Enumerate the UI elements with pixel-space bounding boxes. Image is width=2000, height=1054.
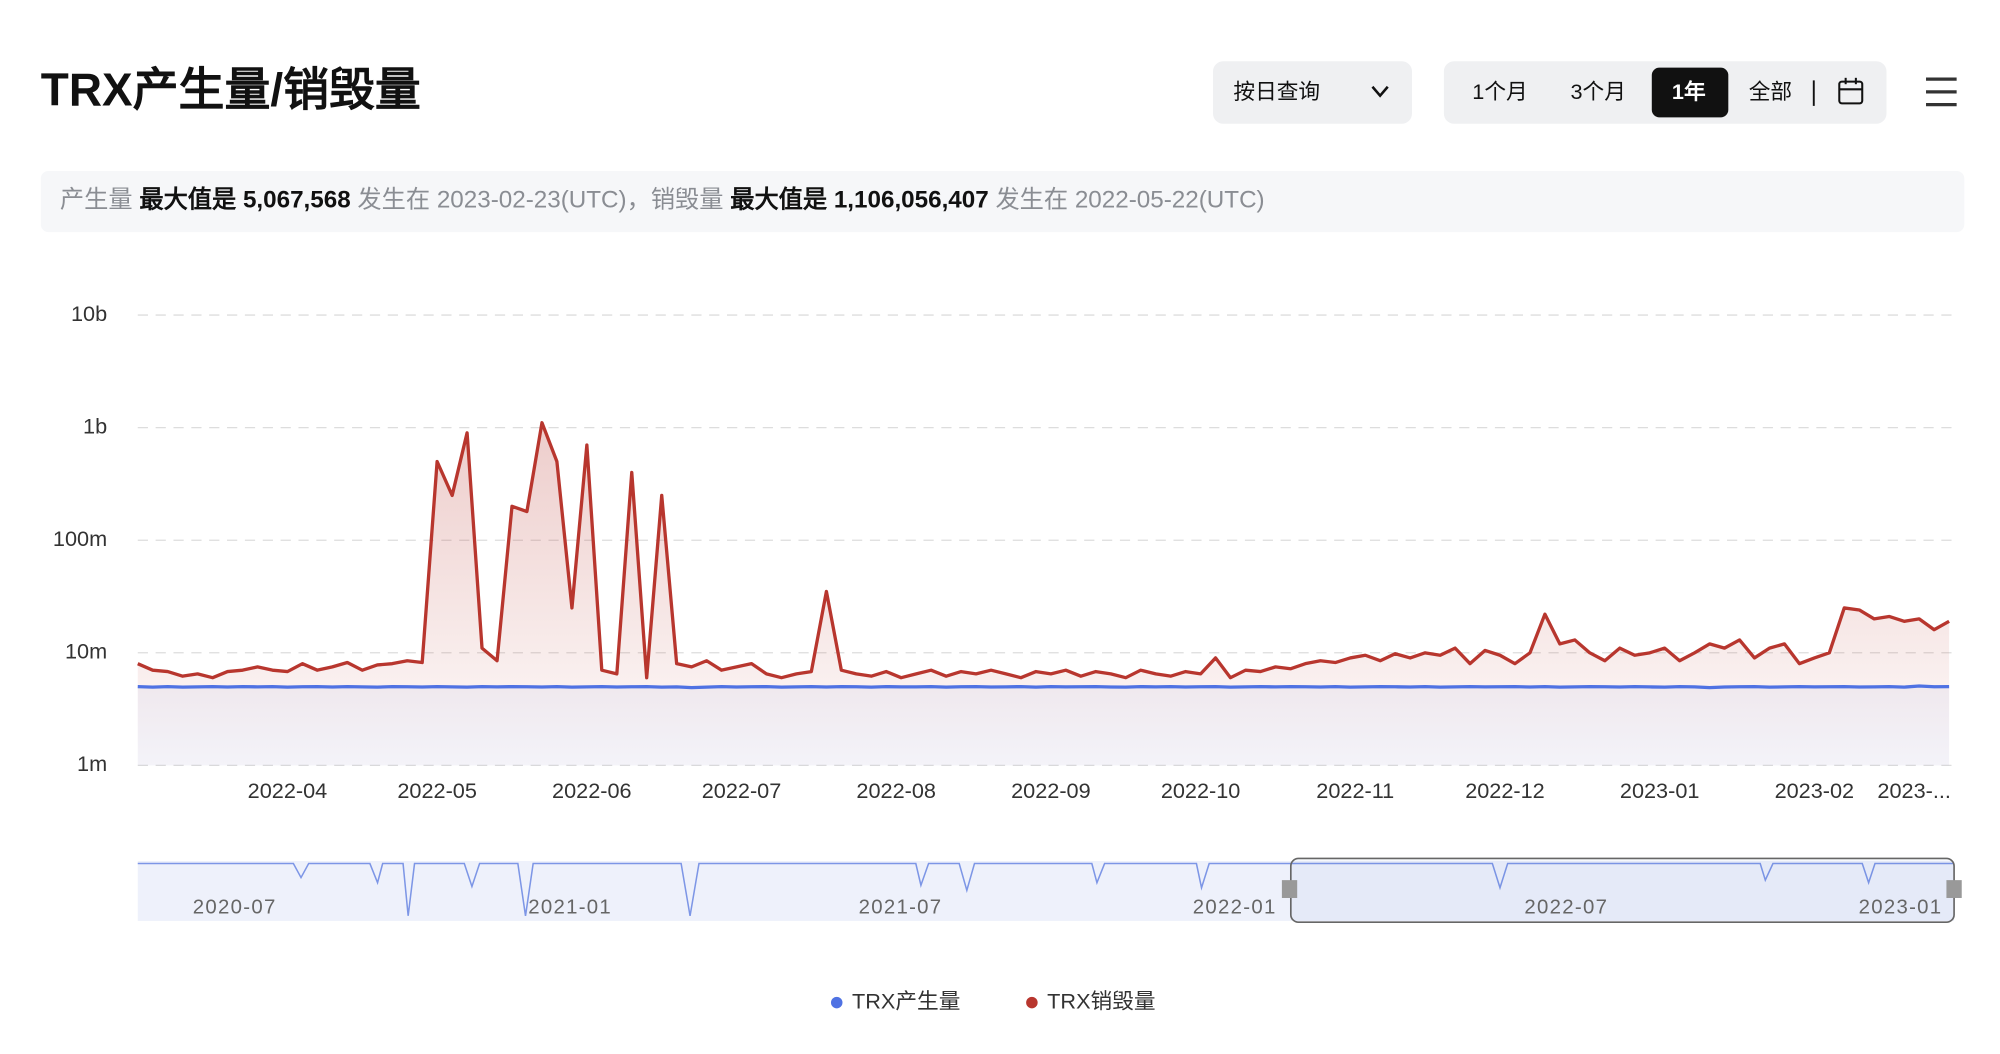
legend-dot[interactable] [830, 996, 843, 1009]
navigator-handle[interactable] [1946, 880, 1962, 898]
series-line [137, 684, 1950, 690]
area-fill [137, 685, 1950, 766]
navigator-handle[interactable] [1281, 880, 1298, 898]
summary-max: 最大值是 5,067,568 [139, 186, 350, 214]
x-tick-label: 2022-08 [856, 778, 936, 803]
navigator-label: 2022-01 [1193, 897, 1277, 919]
summary-max: 最大值是 1,106,056,407 [730, 186, 988, 214]
summary-text: 产生量 最大值是 5,067,568 发生在 2023-02-23(UTC)，销… [60, 186, 1265, 214]
legend-label[interactable]: TRX销毁量 [1047, 988, 1155, 1013]
navigator-label: 2021-07 [859, 897, 943, 919]
calendar-icon[interactable] [1838, 77, 1864, 105]
x-tick-label: 2023-02 [1775, 778, 1855, 803]
x-tick-label: 2022-07 [702, 778, 782, 803]
navigator-line [137, 862, 1955, 916]
query-select[interactable]: 按日查询 [1213, 61, 1412, 124]
x-tick-label: 2022-04 [248, 778, 328, 803]
select-label[interactable]: 按日查询 [1233, 79, 1320, 104]
x-tick-label: 2022-10 [1161, 778, 1241, 803]
select-box[interactable] [1213, 61, 1412, 124]
x-tick-label: 2023-01 [1620, 778, 1700, 803]
range-button[interactable]: 3个月 [1571, 79, 1626, 104]
x-tick-label: 2022-06 [552, 778, 632, 803]
range-button[interactable]: 1个月 [1472, 79, 1527, 104]
active-range-bg [1651, 67, 1729, 118]
navigator-label: 2023-01 [1859, 897, 1943, 919]
y-tick-label: 100m [53, 526, 107, 551]
navigator-window[interactable] [1289, 857, 1955, 924]
range-button[interactable]: 全部 [1749, 79, 1792, 104]
x-tick-label: 2022-09 [1011, 778, 1091, 803]
navigator-label: 2021-01 [528, 897, 612, 919]
navigator-label: 2022-07 [1524, 897, 1608, 919]
x-tick-label: 2022-05 [397, 778, 477, 803]
x-tick-label: 2022-12 [1465, 778, 1545, 803]
summary-part: 产生量 [60, 187, 133, 214]
navigator[interactable] [137, 857, 1962, 924]
x-tick-label: 2023-... [1877, 778, 1951, 803]
navigator-label: 2020-07 [193, 897, 277, 919]
calendar-body[interactable] [1838, 80, 1864, 105]
legend-label[interactable]: TRX产生量 [852, 988, 960, 1013]
series-line [137, 421, 1950, 680]
range-button[interactable]: 1年 [1672, 79, 1706, 104]
y-tick-label: 10b [71, 301, 107, 326]
page-title: TRX产生量/销毁量 [41, 63, 421, 115]
y-tick-label: 1m [77, 751, 107, 776]
y-tick-label: 1b [83, 413, 107, 438]
summary-part: 发生在 2022-05-22(UTC) [995, 187, 1264, 214]
menu-icon[interactable] [1926, 77, 1957, 107]
chevron-icon [1371, 85, 1389, 98]
summary-part: 发生在 2023-02-23(UTC)，销毁量 [357, 187, 723, 214]
navigator-bg[interactable] [137, 860, 1955, 921]
x-tick-label: 2022-11 [1316, 778, 1394, 803]
y-tick-label: 10m [65, 638, 107, 663]
legend-dot[interactable] [1026, 996, 1038, 1009]
summary-bar [40, 170, 1965, 233]
